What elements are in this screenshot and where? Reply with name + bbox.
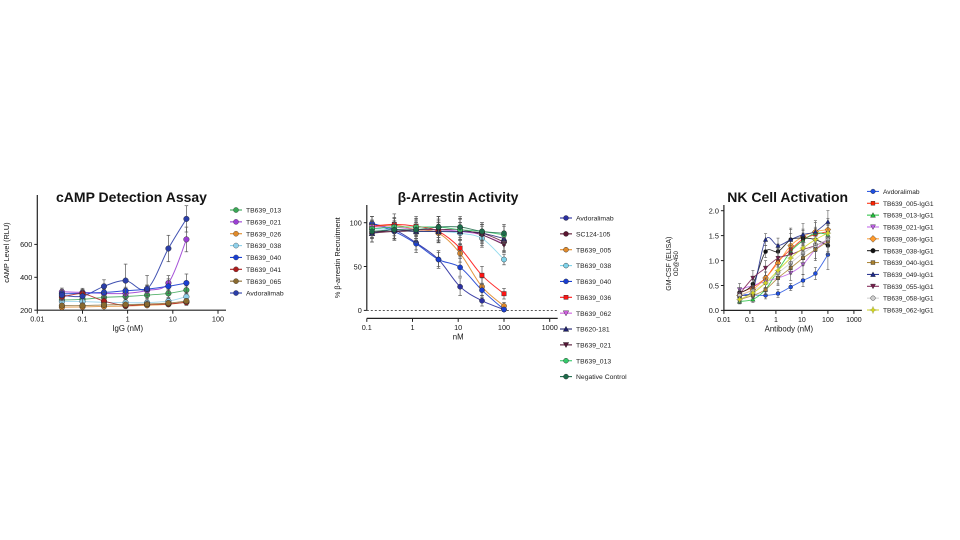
- svg-text:2.0: 2.0: [709, 207, 719, 216]
- svg-text:0.1: 0.1: [77, 315, 87, 324]
- svg-text:10: 10: [454, 323, 462, 332]
- svg-text:TB639_065: TB639_065: [246, 279, 281, 286]
- svg-text:% β-arrestin Recruitment: % β-arrestin Recruitment: [333, 217, 342, 298]
- svg-text:TB639_040-IgG1: TB639_040-IgG1: [883, 260, 934, 267]
- svg-text:100: 100: [822, 317, 834, 324]
- svg-text:TB639_013: TB639_013: [246, 208, 281, 215]
- svg-text:1: 1: [774, 317, 778, 324]
- svg-text:1: 1: [126, 315, 130, 324]
- svg-text:100: 100: [350, 219, 362, 228]
- svg-text:TB639_013: TB639_013: [576, 358, 611, 365]
- svg-text:0.5: 0.5: [709, 281, 719, 290]
- svg-text:600: 600: [20, 240, 32, 249]
- svg-text:nM: nM: [453, 332, 464, 341]
- svg-text:TB639_062-IgG1: TB639_062-IgG1: [883, 308, 934, 315]
- svg-text:β-Arrestin Activity: β-Arrestin Activity: [398, 189, 519, 205]
- svg-text:1: 1: [410, 323, 414, 332]
- svg-text:SC124-105: SC124-105: [576, 231, 611, 238]
- svg-text:TB639_038: TB639_038: [576, 263, 611, 270]
- svg-text:200: 200: [20, 306, 32, 315]
- svg-text:Antibody (nM): Antibody (nM): [765, 324, 814, 333]
- svg-text:TB639_062: TB639_062: [576, 311, 611, 318]
- svg-text:Avdoralimab: Avdoralimab: [576, 216, 614, 223]
- svg-text:TB639_005-IgG1: TB639_005-IgG1: [883, 201, 934, 208]
- svg-text:TB639_040: TB639_040: [246, 255, 281, 262]
- svg-text:0.0: 0.0: [709, 306, 719, 315]
- svg-text:50: 50: [354, 262, 362, 271]
- svg-text:TB639_058-IgG1: TB639_058-IgG1: [883, 296, 934, 303]
- svg-text:1000: 1000: [846, 317, 862, 324]
- svg-text:Avdoralimab: Avdoralimab: [246, 291, 284, 298]
- svg-text:OD@450: OD@450: [674, 250, 680, 276]
- svg-text:TB639_040: TB639_040: [576, 279, 611, 286]
- svg-text:TB639_036-IgG1: TB639_036-IgG1: [883, 236, 934, 243]
- svg-text:TB639_049-IgG1: TB639_049-IgG1: [883, 272, 934, 279]
- svg-text:0.01: 0.01: [717, 317, 731, 324]
- svg-text:400: 400: [20, 273, 32, 282]
- svg-text:TB639_021: TB639_021: [246, 219, 281, 226]
- svg-text:Negative Control: Negative Control: [576, 374, 627, 381]
- svg-text:TB639_038: TB639_038: [246, 243, 281, 250]
- svg-text:Avdoralimab: Avdoralimab: [883, 189, 920, 196]
- svg-text:cAMP Detection Assay: cAMP Detection Assay: [56, 189, 207, 205]
- svg-text:TB639_055-IgG1: TB639_055-IgG1: [883, 284, 934, 291]
- svg-text:TB639_005: TB639_005: [576, 247, 611, 254]
- svg-text:100: 100: [498, 323, 510, 332]
- svg-text:1.0: 1.0: [709, 256, 719, 265]
- svg-text:TB639_038-IgG1: TB639_038-IgG1: [883, 248, 934, 255]
- svg-text:1000: 1000: [542, 323, 558, 332]
- svg-text:0.1: 0.1: [362, 323, 372, 332]
- svg-text:IgG (nM): IgG (nM): [112, 324, 143, 333]
- svg-text:100: 100: [212, 315, 224, 324]
- svg-text:0.1: 0.1: [745, 317, 755, 324]
- svg-text:GM-CSF (ELISA): GM-CSF (ELISA): [666, 237, 673, 291]
- svg-text:NK Cell Activation: NK Cell Activation: [727, 189, 848, 205]
- svg-text:0.01: 0.01: [30, 315, 44, 324]
- svg-text:TB639_036: TB639_036: [576, 295, 611, 302]
- svg-text:TB639_021-IgG1: TB639_021-IgG1: [883, 225, 934, 232]
- svg-text:0: 0: [358, 306, 362, 315]
- svg-text:TB639_026: TB639_026: [246, 231, 281, 238]
- svg-text:10: 10: [798, 317, 806, 324]
- svg-text:cAMP Level (RLU): cAMP Level (RLU): [2, 222, 11, 282]
- svg-text:TB620-181: TB620-181: [576, 327, 610, 334]
- svg-text:TB639_021: TB639_021: [576, 342, 611, 349]
- svg-text:1.5: 1.5: [709, 231, 719, 240]
- svg-text:TB639_013-IgG1: TB639_013-IgG1: [883, 213, 934, 220]
- svg-text:TB639_041: TB639_041: [246, 267, 281, 274]
- svg-text:10: 10: [169, 315, 177, 324]
